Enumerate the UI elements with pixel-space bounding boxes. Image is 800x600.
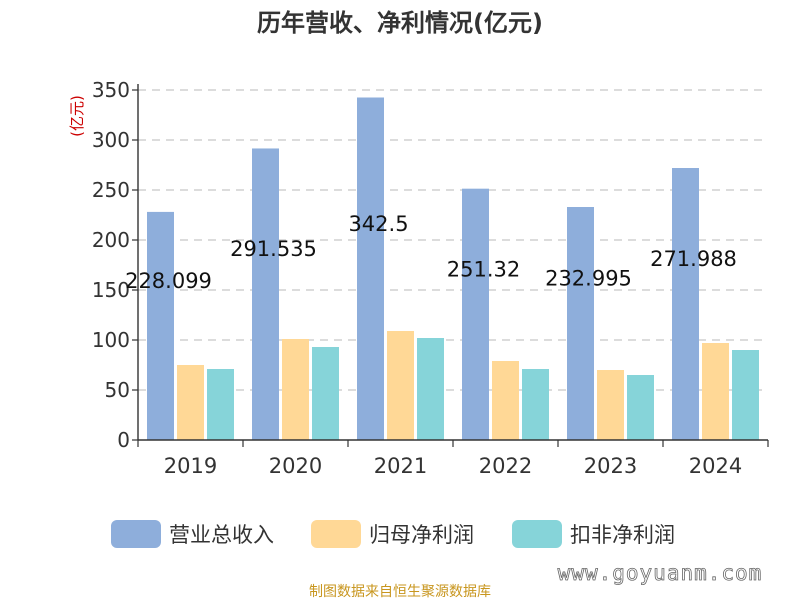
bar-2019-s3	[207, 369, 234, 440]
bar-2022-s2	[492, 361, 519, 440]
data-label: 342.5	[348, 212, 408, 236]
data-label: 251.32	[447, 257, 520, 281]
x-tick-label: 2020	[269, 454, 322, 478]
bar-2022-s1	[462, 188, 489, 440]
chart-title: 历年营收、净利情况(亿元)	[257, 9, 543, 37]
bar-2024-s3	[732, 350, 759, 440]
y-tick-label: 50	[105, 378, 130, 402]
y-tick-label: 0	[117, 428, 130, 452]
y-tick-label: 150	[92, 278, 130, 302]
bar-2019-s2	[177, 365, 204, 440]
bar-2021-s1	[357, 97, 384, 440]
bar-2023-s3	[627, 375, 654, 440]
y-axis-label: (亿元)	[68, 95, 86, 137]
data-label: 271.988	[650, 247, 737, 271]
bar-2019-s1	[147, 211, 174, 440]
y-tick-label: 100	[92, 328, 130, 352]
legend-swatch	[512, 520, 562, 548]
y-tick-label: 250	[92, 178, 130, 202]
data-label: 228.099	[125, 269, 212, 293]
bar-2023-s1	[567, 207, 594, 440]
legend-swatch	[311, 520, 361, 548]
bar-2020-s1	[252, 148, 279, 440]
legend-label: 营业总收入	[169, 523, 274, 547]
x-tick-label: 2019	[164, 454, 217, 478]
bar-2022-s3	[522, 369, 549, 440]
bar-2024-s1	[672, 168, 699, 440]
data-label: 232.995	[545, 267, 632, 291]
source-note: 制图数据来自恒生聚源数据库	[309, 584, 491, 600]
legend-label: 扣非净利润	[570, 523, 675, 547]
axes: 0 50 100 150 200 250 300 350 2019 2020 2021 2022 202…	[92, 78, 769, 478]
x-tick-label: 2021	[374, 454, 427, 478]
x-tick-label: 2024	[689, 454, 742, 478]
y-tick-label: 350	[92, 78, 130, 102]
bars	[147, 97, 759, 440]
y-tick-label: 200	[92, 228, 130, 252]
x-tick-label: 2023	[584, 454, 637, 478]
y-tick-label: 300	[92, 128, 130, 152]
legend-label: 归母净利润	[369, 523, 474, 547]
bar-2021-s3	[417, 338, 444, 440]
legend: 营业总收入 归母净利润 扣非净利润	[111, 520, 675, 548]
bar-2023-s2	[597, 370, 624, 440]
legend-swatch	[111, 520, 161, 548]
bar-2021-s2	[387, 331, 414, 440]
grid-lines	[138, 89, 768, 391]
data-label: 291.535	[230, 237, 317, 261]
bar-2024-s2	[702, 343, 729, 440]
bar-2020-s3	[312, 347, 339, 440]
watermark: www.goyuanm.com	[558, 561, 763, 585]
bar-2020-s2	[282, 339, 309, 440]
x-tick-label: 2022	[479, 454, 532, 478]
data-labels: 228.099 291.535 342.5 251.32 232.995 271.988	[125, 212, 737, 293]
